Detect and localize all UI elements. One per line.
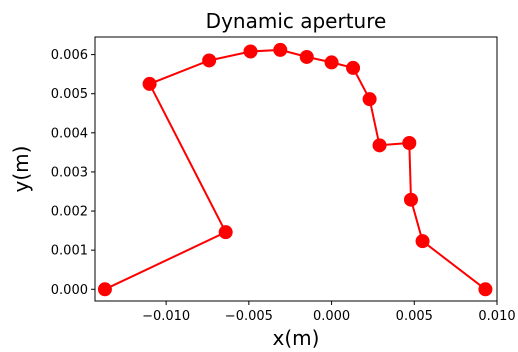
x-tick-label: 0.000 [313,309,350,324]
x-tick-label: 0.010 [478,309,515,324]
y-axis-ticks: 0.000 0.001 0.002 0.003 0.004 0.005 0.006 [51,48,95,298]
data-point [372,138,387,153]
plot-frame [94,36,498,302]
y-tick-label: 0.002 [51,205,88,220]
data-point [273,42,288,57]
data-point [324,55,339,70]
data-point [402,135,417,150]
data-point [243,44,258,59]
x-tick-label: 0.005 [396,309,433,324]
y-axis-label: y(m) [9,146,33,193]
y-tick-label: 0.000 [51,283,88,298]
data-point [403,192,418,207]
x-tick-label: −0.010 [142,309,190,324]
series-line [104,48,487,291]
data-point [415,234,430,249]
y-tick-label: 0.003 [51,165,88,180]
chart-title: Dynamic aperture [206,9,387,33]
data-point [142,76,157,91]
series-group [97,42,493,297]
x-axis-label: x(m) [273,326,320,350]
y-tick-label: 0.005 [51,87,88,102]
x-axis-ticks: −0.010 −0.005 0.000 0.005 0.010 [142,301,516,324]
data-point [299,49,314,64]
data-point [346,60,361,75]
data-point [218,225,233,240]
data-point [478,282,493,297]
y-tick-label: 0.004 [51,126,88,141]
x-tick-label: −0.005 [225,309,273,324]
data-point [97,282,112,297]
data-point [202,53,217,68]
y-tick-label: 0.001 [51,244,88,259]
data-point [362,92,377,107]
y-tick-label: 0.006 [51,48,88,63]
